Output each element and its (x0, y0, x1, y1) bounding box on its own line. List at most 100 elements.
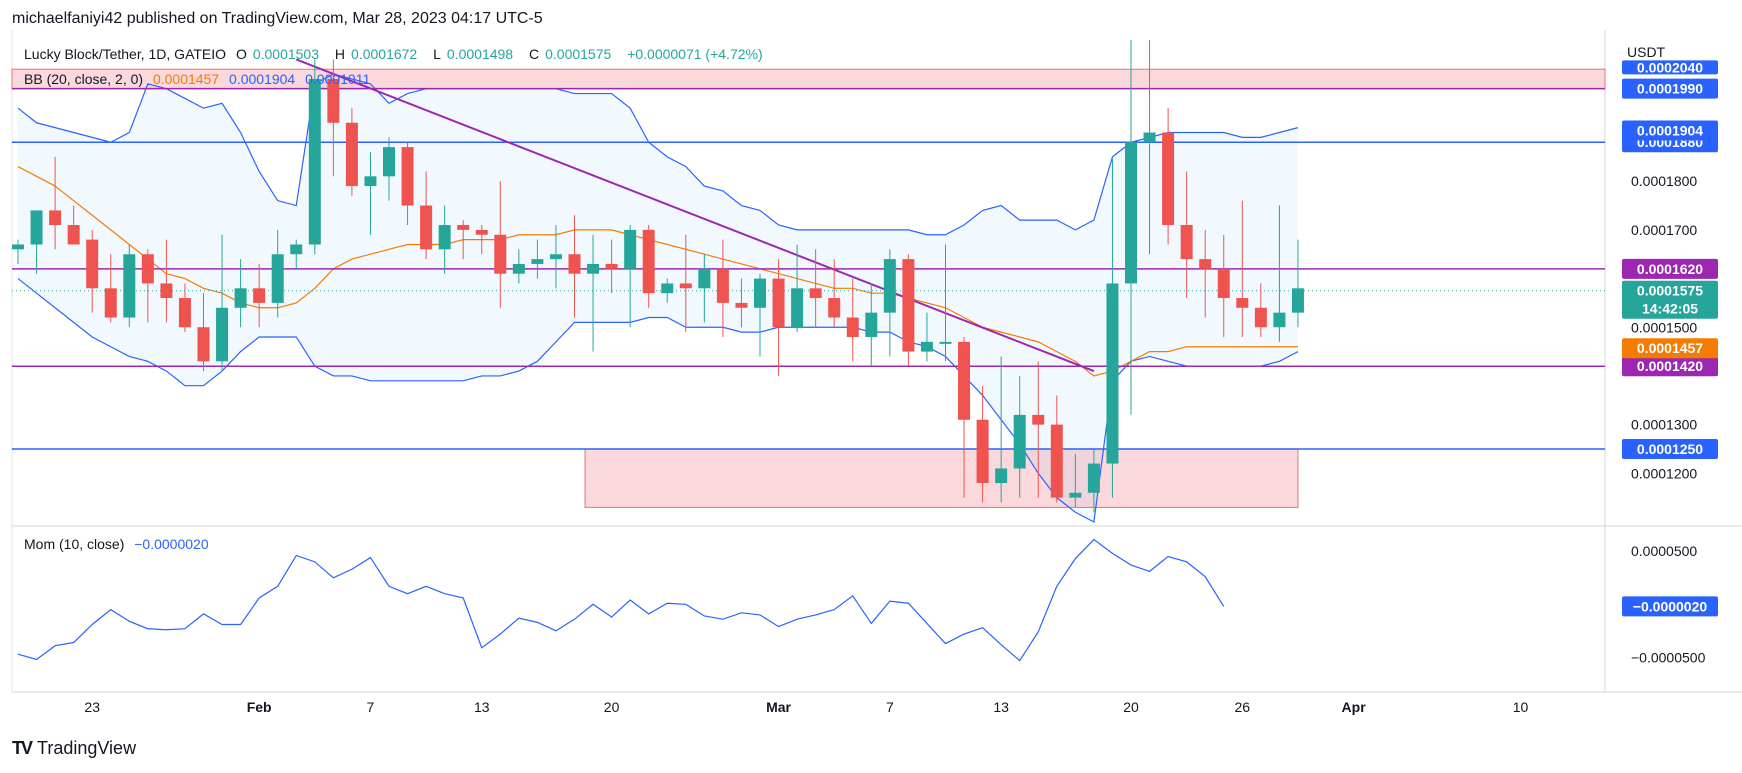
candle (735, 278, 748, 328)
candle-body (345, 122, 358, 187)
hline-tag-2: 0.0001620 (1637, 261, 1703, 277)
candle (1180, 171, 1193, 299)
candle (86, 229, 99, 313)
candle (401, 142, 414, 226)
candle-body (661, 283, 674, 294)
candle (1162, 108, 1175, 245)
candle-body (902, 259, 915, 352)
candle-body (1013, 414, 1026, 469)
candle (1125, 40, 1137, 415)
mom-label: Mom (10, close) (24, 536, 125, 552)
low-value: 0.0001498 (446, 46, 514, 62)
candle (549, 225, 562, 289)
bb-basis-value: 0.0001457 (152, 71, 220, 87)
time-tick-label: 13 (993, 699, 1009, 715)
candle (197, 293, 210, 372)
low-label: L (433, 46, 441, 62)
candle-body (253, 288, 266, 303)
price-tick-label: 0.0001200 (1631, 465, 1697, 481)
hline-tag-0-bg (1622, 78, 1718, 99)
candle (939, 244, 952, 362)
candle-body (828, 298, 841, 318)
mom-value: −0.0000020 (134, 536, 209, 552)
bb-basis-line (17, 166, 1298, 377)
candle-body (1032, 414, 1045, 425)
candle-body (104, 288, 117, 318)
candle (1032, 361, 1045, 498)
candle (920, 312, 933, 362)
candle (1199, 229, 1212, 318)
candle (716, 239, 729, 337)
bb-upper-value: 0.0001904 (229, 71, 296, 87)
candle (642, 225, 655, 308)
candle-body (420, 205, 433, 250)
candle (772, 259, 785, 376)
candle (995, 356, 1008, 503)
candle-body (512, 263, 525, 274)
candle (1217, 234, 1230, 337)
candle-body (1217, 268, 1230, 299)
candle-body (67, 225, 80, 245)
candle-body (383, 147, 395, 177)
symbol-name[interactable]: Lucky Block/Tether, 1D, GATEIO (24, 46, 227, 62)
currency-label: USDT (1627, 44, 1666, 60)
price-tag-1: 0.0001575 (1637, 283, 1703, 299)
candle-body (624, 229, 637, 269)
candle (420, 171, 433, 260)
bb-lower-value: 0.0001011 (305, 71, 371, 87)
candle (1143, 40, 1156, 255)
candle-body (735, 302, 748, 308)
candle (216, 234, 229, 372)
candle-body (809, 288, 822, 299)
mom-legend[interactable]: Mom (10, close) −0.0000020 (24, 536, 215, 552)
candle-body (234, 288, 247, 308)
candle-body (1199, 259, 1212, 269)
candle (531, 239, 544, 279)
candle (234, 259, 247, 328)
candle (271, 229, 284, 318)
time-tick-label: 26 (1235, 699, 1251, 715)
candle (568, 215, 581, 318)
candle (624, 225, 637, 328)
candle-body (958, 341, 971, 420)
tradingview-logo-icon: TV (12, 738, 33, 758)
candle-body (1180, 225, 1193, 260)
candle (494, 181, 507, 308)
bb-legend[interactable]: BB (20, close, 2, 0) 0.0001457 0.0001904… (24, 71, 376, 87)
candle-body (642, 229, 655, 294)
hline-tag-4-bg (1622, 438, 1718, 459)
candle (698, 254, 711, 323)
candle-body (549, 254, 562, 260)
candle (12, 239, 24, 264)
candle-body (123, 254, 136, 318)
price-tag-0-bg (1622, 120, 1718, 141)
price-tick-label: 0.0001800 (1631, 173, 1697, 189)
tradingview-brand[interactable]: TV TradingView (12, 738, 136, 759)
candle (123, 244, 136, 328)
candle-body (883, 259, 896, 313)
close-label: C (528, 46, 540, 62)
support-zone (584, 448, 1299, 508)
candle (846, 278, 859, 362)
candle-body (754, 278, 766, 308)
candle (661, 278, 674, 303)
candle (828, 259, 841, 328)
open-value: 0.0001503 (252, 46, 320, 62)
candle-body (716, 268, 729, 303)
mom-tick-label: −0.0000500 (1631, 649, 1706, 665)
candle-body (1291, 288, 1304, 313)
top-price-tag-bg (1622, 60, 1718, 75)
candle-body (568, 254, 581, 274)
candle-body (939, 341, 952, 344)
candle (457, 220, 470, 260)
price-tag-2: 0.0001457 (1637, 340, 1703, 356)
candle-body (438, 225, 451, 250)
time-tick-label: 23 (84, 699, 100, 715)
candle (383, 137, 395, 201)
candle-body (865, 312, 878, 337)
candle-body (30, 210, 43, 245)
price-tag-1-bg (1622, 280, 1718, 319)
candle (178, 283, 191, 333)
candle-body (587, 263, 600, 274)
